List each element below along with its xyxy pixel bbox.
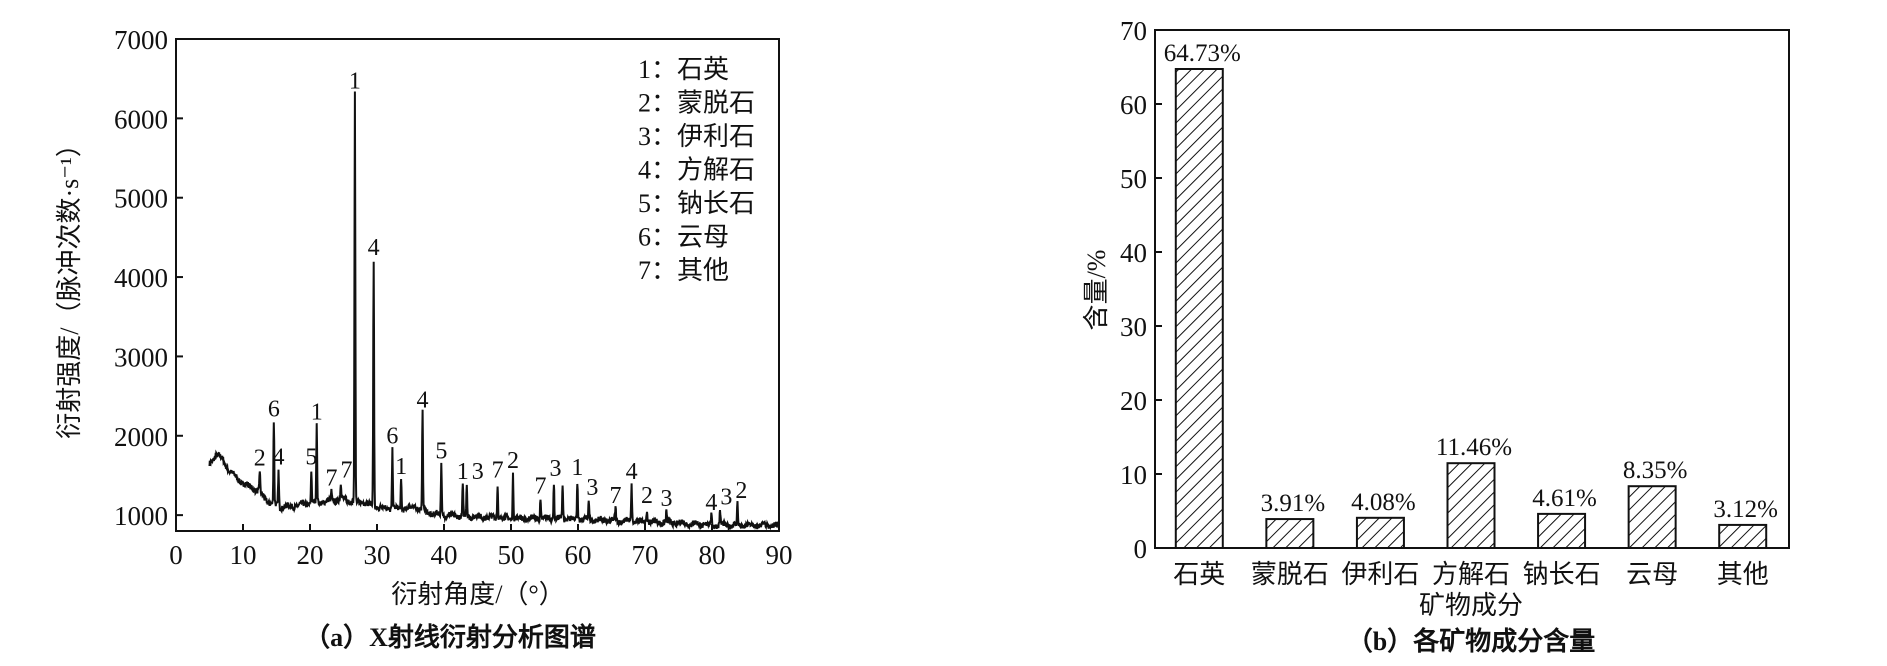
peak-label: 3 [549,456,561,482]
x-tick-label: 蒙脱石 [1251,560,1329,589]
peak-label: 4 [705,490,717,516]
y-tick-label: 60 [1120,90,1147,120]
peak-label: 7 [610,483,622,509]
peak-label: 1 [571,455,583,481]
bar-plot-frame [1154,29,1790,549]
peak-label: 5 [435,438,447,464]
bar [1627,485,1677,549]
peak-label: 3 [472,459,484,485]
legend: 1：石英 2：蒙脱石 3：伊利石 4：方解石 5：钠长石 6：云母 7：其他 [638,55,755,285]
bar-data-label: 8.35% [1623,457,1688,484]
x-tick-label: 云母 [1626,560,1678,589]
x-tick-label: 0 [169,540,183,570]
legend-entry: 6：云母 [638,223,729,252]
peak-label: 2 [254,445,266,471]
bar [1355,516,1405,549]
legend-entry: 5：钠长石 [638,189,755,218]
peak-label: 2 [735,478,747,504]
y-tick-label: 1000 [114,501,168,531]
xrd-chart: 0 10 20 30 40 50 60 70 80 90 1000 2000 3000 4000 5000 6… [55,25,793,652]
y-axis-label: 衍射强度/（脉冲次数·s⁻¹） [55,131,84,439]
caption-b: （b）各矿物成分含量 [1347,626,1595,656]
peak-label: 4 [273,445,285,471]
x-axis-label: 矿物成分 [1419,591,1523,620]
x-tick-label: 钠长石 [1523,560,1601,589]
x-tick-label: 90 [766,540,793,570]
peak-label: 6 [268,396,280,422]
legend-entry: 3：伊利石 [638,122,755,151]
peak-label: 6 [386,423,398,449]
bar-data-label: 4.08% [1351,489,1416,516]
bar-data-label: 64.73% [1164,40,1241,67]
bar [1446,462,1496,550]
bar-data-label: 3.12% [1713,496,1778,523]
xrd-plot-frame [175,38,780,532]
x-tick-label: 70 [632,540,659,570]
peak-label: 1 [311,399,323,425]
y-tick-label: 5000 [114,184,168,214]
y-tick-label: 40 [1120,238,1147,268]
x-tick-label: 50 [498,540,525,570]
peak-label: 7 [492,457,504,483]
bar-data-label: 4.61% [1532,485,1597,512]
peak-label: 4 [368,235,380,261]
peak-label: 5 [305,445,317,471]
legend-entry: 1：石英 [638,55,729,84]
x-tick-label: 其他 [1717,560,1769,589]
y-tick-label: 6000 [114,104,168,134]
x-tick-label: 40 [431,540,458,570]
peak-label: 7 [534,473,546,499]
peak-label: 3 [720,484,732,510]
caption-a: （a）X射线衍射分析图谱 [304,622,596,652]
y-tick-label: 3000 [114,342,168,372]
bar [1174,67,1224,550]
y-tick-label: 2000 [114,422,168,452]
peak-label: 7 [340,457,352,483]
y-tick-label: 70 [1120,16,1147,46]
peak-label: 4 [626,459,638,485]
peak-label: 3 [586,475,598,501]
peak-label: 3 [660,486,672,512]
bar [1537,512,1587,549]
y-tick-label: 4000 [114,263,168,293]
legend-entry: 7：其他 [638,256,729,285]
bar-data-label: 11.46% [1436,434,1512,461]
y-tick-label: 50 [1120,164,1147,194]
x-axis-label: 衍射角度/（°） [391,580,565,609]
peak-label: 1 [395,454,407,480]
y-tick-label: 20 [1120,386,1147,416]
peak-label: 2 [507,448,519,474]
x-tick-label: 伊利石 [1341,560,1419,589]
peak-label: 2 [641,483,653,509]
legend-entry: 4：方解石 [638,156,755,185]
peak-label: 1 [349,69,361,95]
x-tick-label: 石英 [1173,560,1225,589]
x-tick-label: 10 [230,540,257,570]
y-tick-label: 0 [1134,534,1148,564]
legend-entry: 2：蒙脱石 [638,89,755,118]
x-tick-label: 30 [364,540,391,570]
y-tick-label: 10 [1120,460,1147,490]
x-tick-label: 方解石 [1432,560,1510,589]
x-tick-label: 80 [699,540,726,570]
xrd-pattern-line [208,91,780,532]
x-tick-label: 60 [565,540,592,570]
peak-label: 7 [325,465,337,491]
y-tick-label: 30 [1120,312,1147,342]
y-axis-label: 含量/% [1082,250,1111,331]
bar [1718,523,1768,549]
bar-data-label: 3.91% [1261,490,1326,517]
mineral-content-chart: 64.73% 石英 3.91% 蒙脱石 4.08% 伊利石 11.46% 方解石 4.61% 钠长… [1082,16,1790,656]
bar [1265,518,1315,549]
x-tick-label: 20 [297,540,324,570]
y-tick-label: 7000 [114,25,168,55]
peak-label: 4 [417,388,429,414]
peak-label: 1 [457,459,469,485]
